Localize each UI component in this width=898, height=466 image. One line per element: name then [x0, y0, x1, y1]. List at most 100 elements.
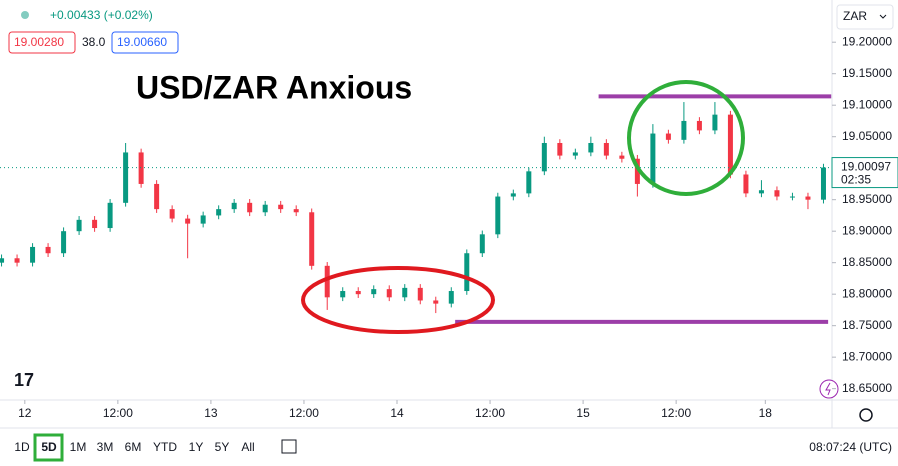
y-tick-label: 18.90000 — [842, 223, 892, 237]
candle-body — [200, 215, 206, 224]
candle-body — [650, 133, 656, 184]
status-dot — [21, 11, 29, 19]
x-tick-label: 13 — [204, 406, 218, 420]
candle-body — [805, 196, 811, 200]
candle-body — [696, 120, 702, 131]
range-button[interactable]: 3M — [97, 440, 114, 454]
x-tick-label: 12:00 — [289, 406, 319, 420]
candle-body — [712, 114, 718, 131]
alert-bolt — [825, 382, 831, 396]
candle-body — [510, 193, 516, 197]
y-tick-label: 18.65000 — [842, 381, 892, 395]
clock: 08:07:24 (UTC) — [809, 440, 892, 454]
candle-body — [61, 231, 67, 254]
candle-body — [572, 152, 578, 156]
logo: 17 — [14, 370, 34, 390]
candle-body — [526, 171, 532, 194]
settings-icon[interactable] — [859, 408, 873, 422]
candle-body — [820, 167, 826, 200]
candle-body — [603, 142, 609, 156]
candle-body — [123, 152, 129, 203]
candle-body — [107, 202, 113, 229]
range-button[interactable]: YTD — [153, 440, 177, 454]
candle-body — [386, 289, 392, 298]
candle-body — [634, 158, 640, 184]
y-tick-label: 18.75000 — [842, 318, 892, 332]
ask-box[interactable] — [111, 31, 179, 54]
y-tick-label: 18.70000 — [842, 349, 892, 363]
x-tick-label: 18 — [759, 406, 773, 420]
candle-body — [464, 253, 470, 292]
y-tick-label: 18.85000 — [842, 255, 892, 269]
candle-body — [433, 300, 439, 304]
y-tick-label: 19.10000 — [842, 97, 892, 111]
candle-body — [665, 133, 671, 140]
candle-body — [14, 258, 20, 263]
change: +0.00433 (+0.02%) — [50, 8, 153, 22]
y-tick-label: 19.20000 — [842, 34, 892, 48]
candle-body — [402, 287, 408, 298]
range-button[interactable]: 1D — [14, 440, 30, 454]
last-price-tag — [831, 157, 898, 189]
highlight-ellipse — [301, 266, 495, 334]
plot-area — [0, 94, 832, 324]
y-tick-label: 19.05000 — [842, 129, 892, 143]
calendar-icon[interactable] — [281, 439, 297, 454]
x-tick-label: 15 — [576, 406, 590, 420]
chart-title: USD/ZAR Anxious — [136, 69, 412, 105]
candle-body — [340, 291, 346, 298]
range-button[interactable]: 6M — [125, 440, 142, 454]
candle-body — [293, 209, 299, 213]
candle-body — [169, 209, 175, 219]
range-button[interactable]: 1M — [70, 440, 87, 454]
y-tick-label: 18.95000 — [842, 192, 892, 206]
x-tick-label: 12:00 — [475, 406, 505, 420]
active-range — [33, 433, 64, 462]
candle-body — [76, 219, 82, 232]
candle-body — [619, 155, 625, 159]
candle-body — [758, 190, 764, 194]
candle-body — [324, 265, 330, 298]
countdown: 02:35 — [841, 173, 871, 187]
candle-body — [727, 114, 733, 175]
range-button[interactable]: 5D — [41, 440, 57, 454]
candle-body — [495, 196, 501, 235]
candle-body — [231, 202, 237, 210]
ask: 19.00660 — [117, 35, 167, 49]
candle-body — [557, 142, 563, 156]
candle-body — [541, 142, 547, 172]
candle-body — [92, 219, 98, 229]
range-button[interactable]: 1Y — [189, 440, 204, 454]
spread: 38.0 — [82, 35, 106, 49]
candle-body — [789, 196, 795, 198]
bid-box[interactable] — [8, 31, 76, 54]
candle-body — [588, 142, 594, 153]
candle-body — [355, 291, 361, 295]
currency-select[interactable] — [836, 4, 894, 30]
candle-body — [216, 209, 222, 216]
y-tick-label: 19.15000 — [842, 66, 892, 80]
candle-body — [479, 234, 485, 254]
candle-body — [154, 183, 160, 210]
x-tick-label: 12:00 — [661, 406, 691, 420]
alert-icon[interactable] — [819, 379, 839, 399]
dropdown-arrow — [879, 14, 887, 19]
candle-body — [138, 152, 144, 184]
x-tick-label: 12 — [18, 406, 32, 420]
candle-body — [743, 174, 749, 194]
range-button[interactable]: All — [241, 440, 254, 454]
candle-body — [774, 190, 780, 197]
candle-body — [448, 291, 454, 304]
candle-body — [309, 212, 315, 266]
candle-body — [278, 204, 284, 210]
candle-body — [247, 202, 253, 213]
candle-body — [417, 287, 423, 301]
x-tick-label: 14 — [390, 406, 404, 420]
candle-body — [681, 120, 687, 140]
range-button[interactable]: 5Y — [215, 440, 230, 454]
candle-body — [262, 204, 268, 213]
bid: 19.00280 — [14, 35, 64, 49]
y-tick-label: 18.80000 — [842, 286, 892, 300]
